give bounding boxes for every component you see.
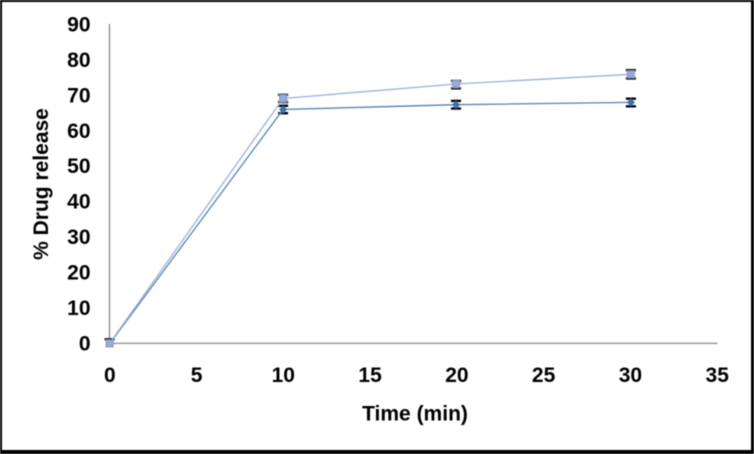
svg-text:90: 90 [67, 13, 90, 36]
svg-text:% Drug release: % Drug release [30, 108, 53, 260]
svg-text:5: 5 [191, 364, 203, 387]
svg-text:60: 60 [67, 120, 90, 143]
svg-text:40: 40 [67, 191, 90, 214]
svg-text:20: 20 [445, 364, 468, 387]
svg-text:70: 70 [67, 84, 90, 107]
svg-text:30: 30 [619, 364, 642, 387]
svg-text:35: 35 [706, 364, 730, 387]
svg-text:50: 50 [67, 155, 90, 178]
svg-text:25: 25 [532, 364, 556, 387]
svg-text:10: 10 [272, 364, 295, 387]
svg-text:15: 15 [358, 364, 382, 387]
svg-text:30: 30 [67, 226, 90, 249]
svg-text:80: 80 [67, 49, 90, 72]
svg-text:Time (min): Time (min) [362, 403, 468, 426]
svg-text:20: 20 [67, 262, 90, 285]
svg-text:0: 0 [104, 364, 116, 387]
svg-text:0: 0 [79, 333, 91, 356]
svg-text:10: 10 [67, 297, 90, 320]
